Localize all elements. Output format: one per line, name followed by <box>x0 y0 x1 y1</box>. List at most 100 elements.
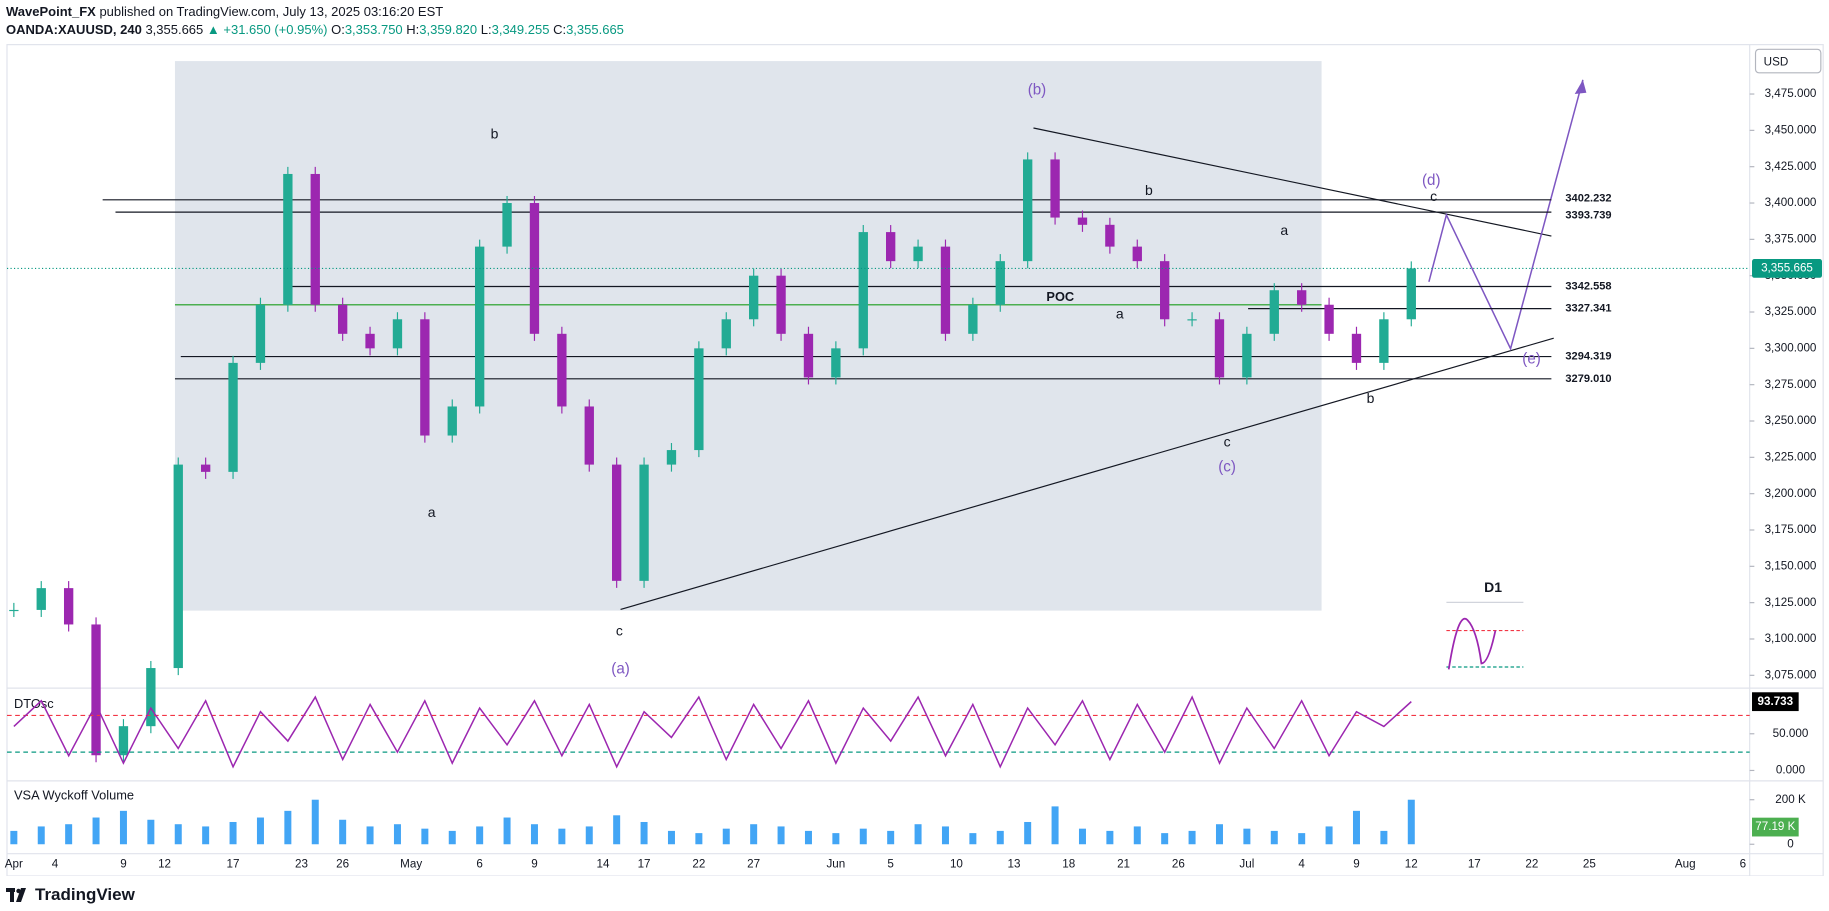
volume-bar <box>941 826 949 845</box>
candle <box>776 275 786 334</box>
candle <box>584 406 594 465</box>
volume-bar <box>92 817 100 845</box>
candle <box>1187 319 1197 321</box>
trendline-lower <box>620 337 1554 611</box>
y-tick-label: 3,425.000 <box>1765 160 1817 173</box>
volume-bar <box>996 830 1004 845</box>
volume-bar <box>421 828 429 845</box>
candle <box>913 246 923 262</box>
volume-bar <box>1161 833 1169 845</box>
volume-bar <box>914 824 922 845</box>
volume-bar <box>1024 821 1032 845</box>
x-tick-label: 17 <box>1468 857 1481 870</box>
y-tick-label: 3,400.000 <box>1765 196 1817 209</box>
wave-label: b <box>1367 390 1375 406</box>
wave-label: c <box>1430 188 1437 204</box>
volume-bar <box>969 833 977 845</box>
volume-bar <box>448 830 456 845</box>
h-label: H: <box>406 22 420 37</box>
y-tick-label: 3,075.000 <box>1765 668 1817 681</box>
wave-label: (e) <box>1522 350 1541 367</box>
candle <box>639 464 649 581</box>
candle <box>529 203 540 334</box>
brand[interactable]: TradingView <box>35 885 135 904</box>
candle <box>310 173 320 305</box>
volume-bar <box>284 810 292 845</box>
level-label: 3279.010 <box>1565 373 1611 385</box>
x-tick-label: 12 <box>1405 857 1418 870</box>
volume-bar <box>366 826 374 845</box>
volume-bar <box>667 830 675 845</box>
candle <box>831 348 841 378</box>
volume-bar <box>722 828 730 845</box>
candle <box>173 464 183 669</box>
x-tick-label: 26 <box>336 857 349 870</box>
osc-line <box>13 695 1412 769</box>
candle <box>200 464 211 472</box>
candle <box>1077 217 1088 225</box>
x-tick-label: 17 <box>638 857 651 870</box>
volume-bar <box>476 826 484 845</box>
candle <box>1406 268 1416 320</box>
volume-bar <box>1407 799 1415 845</box>
volume-bar <box>174 824 182 845</box>
volume-bar <box>1243 828 1251 845</box>
candle <box>474 246 485 407</box>
x-tick-label: 13 <box>1007 857 1020 870</box>
volume-bar <box>119 810 127 845</box>
c-label: C: <box>553 22 567 37</box>
candle <box>502 203 512 247</box>
x-tick-label: 22 <box>1525 857 1538 870</box>
candle <box>1269 290 1279 334</box>
wave-label: (b) <box>1028 81 1047 98</box>
candle <box>283 173 293 305</box>
x-tick-label: 21 <box>1117 857 1130 870</box>
y-tick-label: 3,250.000 <box>1765 414 1817 427</box>
o-label: O: <box>331 22 345 37</box>
x-tick-label: Aug <box>1675 857 1696 870</box>
y-tick-label: 200 K <box>1775 793 1806 806</box>
y-tick-label: 0 <box>1787 837 1794 850</box>
x-tick-label: Apr <box>5 857 23 870</box>
candle <box>337 304 348 334</box>
candle <box>63 588 74 625</box>
volume-bar <box>1270 830 1278 845</box>
candle <box>749 275 759 320</box>
d1-curve <box>1447 617 1497 670</box>
x-tick-label: May <box>400 857 422 870</box>
candle <box>1105 224 1115 247</box>
candle <box>255 304 266 363</box>
volume-bar <box>1133 826 1141 845</box>
last: 3,355.665 <box>145 22 204 37</box>
x-tick-label: 27 <box>747 857 760 870</box>
candle <box>1297 290 1307 305</box>
symbol[interactable]: OANDA:XAUUSD, 240 <box>6 22 142 37</box>
volume-bar <box>311 799 319 845</box>
candle <box>995 261 1005 305</box>
candle <box>36 588 46 610</box>
volume-tag <box>1752 817 1799 837</box>
candle <box>1379 319 1389 363</box>
candle <box>1324 304 1334 334</box>
volume-bar <box>202 826 210 845</box>
x-tick-label: 6 <box>1740 857 1746 870</box>
currency-box[interactable] <box>1754 48 1822 74</box>
y-tick-label: 3,475.000 <box>1765 87 1817 100</box>
volume-bar <box>37 826 45 845</box>
candle <box>1351 333 1362 363</box>
volume-bar <box>1380 830 1388 845</box>
volume-bar <box>256 817 264 845</box>
candle <box>666 450 677 465</box>
high: 3,359.820 <box>419 22 478 37</box>
y-tick-label: 0.000 <box>1776 764 1806 777</box>
projection <box>1428 79 1584 351</box>
volume-bar <box>393 824 401 845</box>
volume-bar <box>558 828 566 845</box>
footer: TradingView <box>6 885 135 905</box>
published: published on TradingView.com, July 13, 2… <box>99 4 444 19</box>
publish-line: WavePoint_FX published on TradingView.co… <box>6 3 624 21</box>
author[interactable]: WavePoint_FX <box>6 4 96 19</box>
y-tick-label: 3,200.000 <box>1765 487 1817 500</box>
x-tick-label: 18 <box>1062 857 1075 870</box>
candle <box>146 668 156 727</box>
